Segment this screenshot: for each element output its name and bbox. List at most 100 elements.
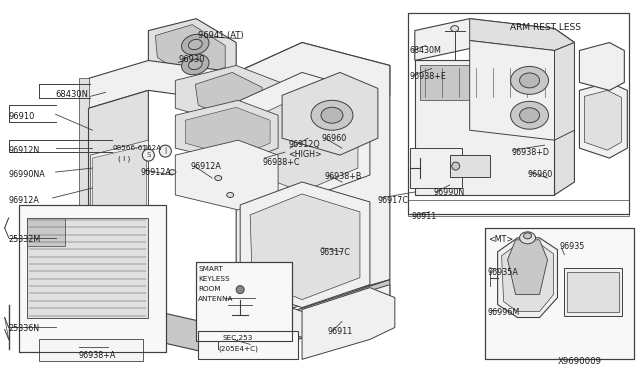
Ellipse shape — [182, 54, 209, 75]
Text: ( I ): ( I ) — [118, 155, 131, 161]
Polygon shape — [302, 288, 395, 359]
Ellipse shape — [451, 26, 459, 32]
Ellipse shape — [215, 176, 221, 180]
Polygon shape — [470, 41, 554, 140]
Bar — [19, 205, 166, 352]
Bar — [484, 228, 634, 359]
Polygon shape — [498, 238, 557, 318]
Bar — [19, 205, 166, 352]
Bar — [196, 262, 292, 341]
Text: 96317C: 96317C — [320, 248, 351, 257]
Ellipse shape — [452, 162, 460, 170]
Polygon shape — [175, 140, 278, 210]
Polygon shape — [415, 19, 575, 73]
Ellipse shape — [188, 39, 202, 50]
Polygon shape — [502, 244, 554, 311]
Polygon shape — [88, 90, 148, 324]
Polygon shape — [579, 82, 627, 158]
Text: 96930: 96930 — [179, 55, 205, 64]
Ellipse shape — [524, 233, 532, 239]
Ellipse shape — [142, 149, 154, 161]
Polygon shape — [148, 19, 236, 84]
Bar — [408, 200, 629, 216]
Polygon shape — [93, 145, 147, 275]
Text: 68430N: 68430N — [56, 90, 88, 99]
Ellipse shape — [236, 286, 244, 294]
Bar — [484, 228, 634, 359]
Text: 96990N: 96990N — [434, 188, 465, 197]
Bar — [410, 148, 461, 188]
Polygon shape — [88, 280, 390, 359]
Polygon shape — [250, 194, 360, 299]
Text: I: I — [164, 147, 166, 155]
Bar — [196, 262, 292, 341]
Ellipse shape — [511, 67, 548, 94]
Text: 96960: 96960 — [527, 170, 553, 179]
Text: 08566-6162A: 08566-6162A — [113, 145, 162, 151]
Text: 96996M: 96996M — [488, 308, 520, 317]
Bar — [450, 155, 490, 177]
Ellipse shape — [159, 145, 172, 157]
Text: 25336N: 25336N — [9, 324, 40, 333]
Text: <HIGH>: <HIGH> — [288, 150, 322, 159]
Text: 96911: 96911 — [328, 327, 353, 336]
Ellipse shape — [520, 232, 536, 244]
Ellipse shape — [520, 108, 540, 123]
Ellipse shape — [311, 100, 353, 130]
Text: <MT>: <MT> — [488, 235, 513, 244]
Polygon shape — [175, 65, 280, 125]
Polygon shape — [282, 73, 378, 155]
Text: 25332M: 25332M — [9, 235, 41, 244]
Bar — [408, 13, 629, 214]
Polygon shape — [508, 240, 547, 295]
Text: 96912A: 96912A — [190, 162, 221, 171]
Bar — [564, 268, 622, 315]
Text: 68430M: 68430M — [410, 45, 442, 55]
Text: 96912Q: 96912Q — [288, 140, 320, 149]
Polygon shape — [415, 61, 554, 195]
Text: 96960: 96960 — [322, 134, 348, 143]
Text: 96910: 96910 — [9, 112, 35, 121]
Polygon shape — [186, 107, 270, 157]
Polygon shape — [250, 95, 358, 192]
Polygon shape — [584, 90, 621, 150]
Ellipse shape — [511, 101, 548, 129]
Polygon shape — [554, 42, 575, 140]
Polygon shape — [195, 73, 262, 118]
Polygon shape — [236, 42, 390, 330]
Polygon shape — [90, 140, 148, 280]
Ellipse shape — [188, 59, 202, 70]
Polygon shape — [240, 285, 390, 337]
Text: 96990NA: 96990NA — [9, 170, 45, 179]
Text: 96911: 96911 — [412, 212, 437, 221]
Ellipse shape — [227, 192, 234, 198]
Text: 96938+E: 96938+E — [410, 73, 447, 81]
Polygon shape — [79, 78, 88, 280]
Text: ROOM: ROOM — [198, 286, 221, 292]
Polygon shape — [240, 182, 370, 308]
Text: KEYLESS: KEYLESS — [198, 276, 230, 282]
Bar — [408, 13, 629, 214]
Polygon shape — [470, 19, 575, 51]
Text: 96935: 96935 — [559, 242, 585, 251]
Ellipse shape — [520, 73, 540, 88]
Polygon shape — [175, 100, 278, 163]
Text: 96938+C: 96938+C — [262, 158, 300, 167]
Text: 96912N: 96912N — [9, 146, 40, 155]
Text: 96935A: 96935A — [488, 268, 518, 277]
Text: 96917C: 96917C — [378, 196, 409, 205]
Text: 96912A: 96912A — [9, 196, 40, 205]
Text: X9690009: X9690009 — [557, 357, 602, 366]
Text: S: S — [146, 152, 150, 158]
Polygon shape — [420, 65, 550, 100]
Text: ANTENNA: ANTENNA — [198, 296, 234, 302]
Text: 96938+D: 96938+D — [511, 148, 550, 157]
Polygon shape — [156, 25, 225, 78]
Text: ARM REST LESS: ARM REST LESS — [509, 23, 580, 32]
Bar — [27, 218, 148, 318]
Ellipse shape — [182, 34, 209, 55]
Polygon shape — [240, 73, 370, 200]
Text: SEC.253: SEC.253 — [222, 336, 253, 341]
Polygon shape — [579, 42, 625, 90]
Bar — [198, 331, 298, 359]
